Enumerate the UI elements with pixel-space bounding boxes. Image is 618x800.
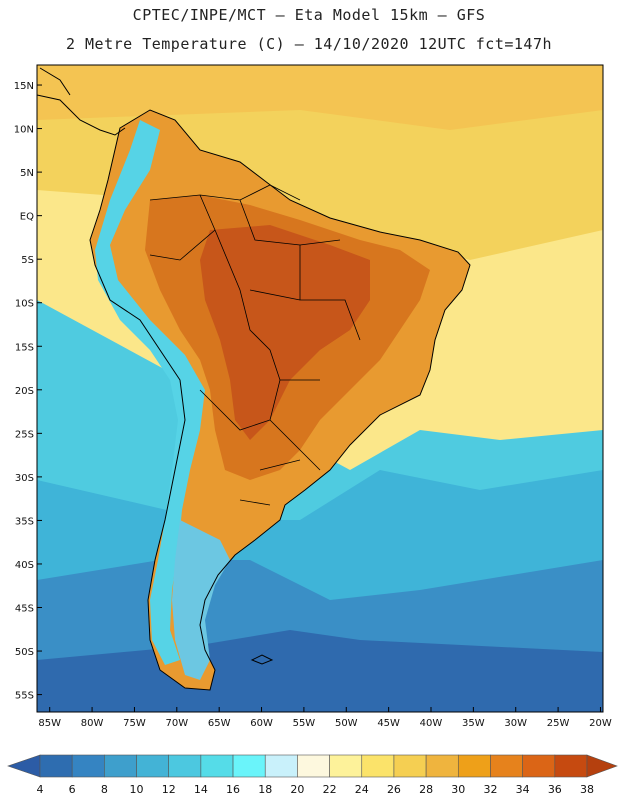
colorbar-swatch [361,754,395,778]
coastline [89,109,471,691]
colorbar-swatch [457,754,491,778]
lat-tick-label: 35S [15,516,34,527]
lon-tick-label: 20W [589,718,612,729]
colorbar-swatch [554,754,588,778]
colorbar-swatch [136,754,170,778]
colorbar-left-cap [7,754,41,778]
chart-title-line2: 2 Metre Temperature (C) – 14/10/2020 12U… [65,35,553,53]
lat-tick-label: 20S [15,386,34,397]
lat-tick-label: 15S [15,342,34,353]
lon-tick-label: 35W [462,718,485,729]
colorbar-label: 20 [290,783,304,796]
lat-tick-label: 45S [15,604,34,615]
colorbar-label: 10 [130,783,144,796]
colorbar-label: 6 [69,783,76,796]
lat-tick-label: EQ [20,212,34,223]
map-field [37,65,603,712]
colorbar-label: 32 [483,783,497,796]
lat-tick-label: 55S [15,691,34,702]
colorbar-swatch [71,754,105,778]
colorbar-label: 4 [37,783,44,796]
colorbar-label: 12 [162,783,176,796]
colorbar-swatch [393,754,427,778]
lon-tick-label: 85W [38,718,61,729]
colorbar-right-cap [586,754,618,778]
lon-tick-label: 30W [504,718,527,729]
colorbar-label: 34 [516,783,530,796]
lat-tick-label: 50S [15,647,34,658]
central-america [37,67,126,136]
lon-tick-label: 70W [165,718,188,729]
colorbar-swatch [232,754,266,778]
lon-tick-label: 45W [377,718,400,729]
colorbar-swatch [329,754,363,778]
colorbar-swatch [168,754,202,778]
lon-tick-label: 40W [420,718,443,729]
country-borders [149,184,361,506]
land-very-hot-core [200,225,370,440]
colorbar-label: 24 [355,783,369,796]
colorbar-label: 18 [258,783,272,796]
lat-tick-label: 40S [15,560,34,571]
lon-tick-label: 25W [547,718,570,729]
colorbar-label: 8 [101,783,108,796]
colorbar-label: 28 [419,783,433,796]
lon-tick-label: 65W [208,718,231,729]
colorbar-label: 14 [194,783,208,796]
latitude-axis: 15N 10N 5N EQ 5S 10S 15S 20S 25S 30S 35S 40S 45S 50S 5… [14,81,42,702]
lat-tick-label: 25S [15,429,34,440]
colorbar-label: 16 [226,783,240,796]
longitude-axis: 85W 80W 75W 70W 65W 60W 55W 50W 45W 40W 35W 30W 25W 2… [38,707,612,729]
lat-tick-label: 10S [15,299,34,310]
lat-tick-label: 15N [14,81,34,92]
colorbar-swatch [297,754,330,778]
colorbar-label: 30 [451,783,465,796]
lon-tick-label: 60W [250,718,273,729]
colorbar-label: 36 [548,783,562,796]
lon-tick-label: 55W [293,718,316,729]
colorbar: 4 6 8 10 12 14 16 18 20 22 24 26 28 30 32 34 36 38 [7,754,618,796]
colorbar-swatch [39,754,73,778]
colorbar-swatch [425,754,459,778]
lat-tick-label: 30S [15,473,34,484]
patagonia-region [172,520,230,680]
lon-tick-label: 75W [123,718,146,729]
falkland-islands [250,654,274,665]
lat-tick-label: 5N [20,168,34,179]
colorbar-swatch [522,754,556,778]
colorbar-swatch [264,754,298,778]
colorbar-swatch [104,754,137,778]
colorbar-label: 22 [323,783,337,796]
lat-tick-label: 5S [21,255,34,266]
colorbar-swatch [200,754,234,778]
chart-title-line1: CPTEC/INPE/MCT – Eta Model 15km – GFS [132,6,486,24]
map-frame [36,64,604,713]
andes-cold-strip [95,120,205,665]
lat-tick-label: 10N [14,125,34,136]
lon-tick-label: 80W [81,718,104,729]
colorbar-swatch [490,754,523,778]
colorbar-label: 38 [580,783,594,796]
lon-tick-label: 50W [335,718,358,729]
tropical-ocean-band [37,65,603,130]
colorbar-label: 26 [387,783,401,796]
